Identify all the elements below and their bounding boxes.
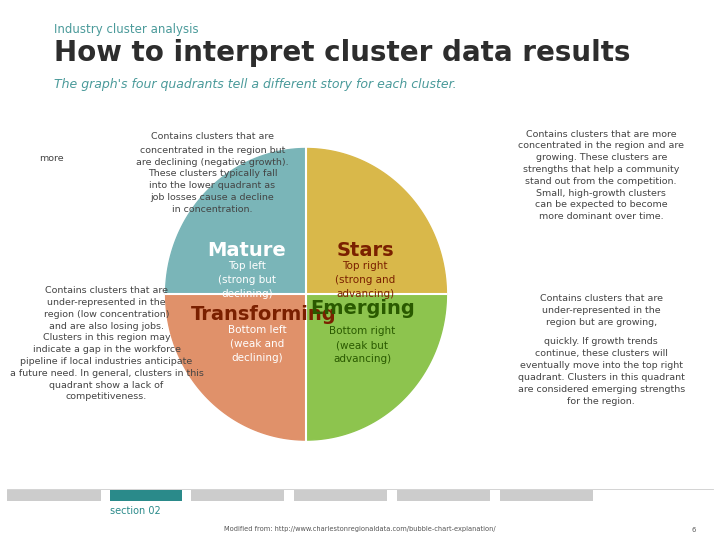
Text: more: more xyxy=(40,154,64,163)
Bar xyxy=(397,490,490,501)
Text: Emerging: Emerging xyxy=(310,299,415,319)
Text: Bottom right
(weak but
advancing): Bottom right (weak but advancing) xyxy=(329,326,395,364)
Text: Stars: Stars xyxy=(336,241,394,260)
Text: Mature: Mature xyxy=(207,241,287,260)
Text: Contains clusters that are more
concentrated in the region and are
growing. Thes: Contains clusters that are more concentr… xyxy=(518,130,684,221)
Text: Contains clusters that are
under-represented in the
region (low concentration)
a: Contains clusters that are under-represe… xyxy=(9,286,204,401)
Polygon shape xyxy=(306,148,446,294)
Text: Industry cluster analysis: Industry cluster analysis xyxy=(54,23,199,36)
Text: 6: 6 xyxy=(691,526,696,532)
Polygon shape xyxy=(166,148,306,294)
Text: quickly. If growth trends
continue, these clusters will
eventually move into the: quickly. If growth trends continue, thes… xyxy=(518,338,685,406)
Text: Top left
(strong but
declining): Top left (strong but declining) xyxy=(218,261,276,299)
Text: concentrated in the region but
are declining (negative growth).
These clusters t: concentrated in the region but are decli… xyxy=(136,146,289,214)
Bar xyxy=(191,490,284,501)
Text: Bottom left
(weak and
declining): Bottom left (weak and declining) xyxy=(228,325,286,363)
Polygon shape xyxy=(166,294,306,440)
Text: section 02: section 02 xyxy=(110,506,161,516)
Bar xyxy=(500,490,593,501)
Text: Top right
(strong and
advancing): Top right (strong and advancing) xyxy=(335,261,395,299)
Text: Modified from: http://www.charlestonregionaldata.com/bubble-chart-explanation/: Modified from: http://www.charlestonregi… xyxy=(224,526,496,532)
Text: The graph's four quadrants tell a different story for each cluster.: The graph's four quadrants tell a differ… xyxy=(54,78,456,91)
Text: How to interpret cluster data results: How to interpret cluster data results xyxy=(54,39,631,67)
Bar xyxy=(294,490,387,501)
Polygon shape xyxy=(306,294,446,440)
Text: Contains clusters that are: Contains clusters that are xyxy=(151,132,274,141)
Text: Contains clusters that are
under-represented in the
region but are growing,: Contains clusters that are under-represe… xyxy=(540,294,662,327)
Text: Transforming: Transforming xyxy=(191,305,337,324)
Bar xyxy=(7,490,101,501)
Bar xyxy=(110,490,182,501)
